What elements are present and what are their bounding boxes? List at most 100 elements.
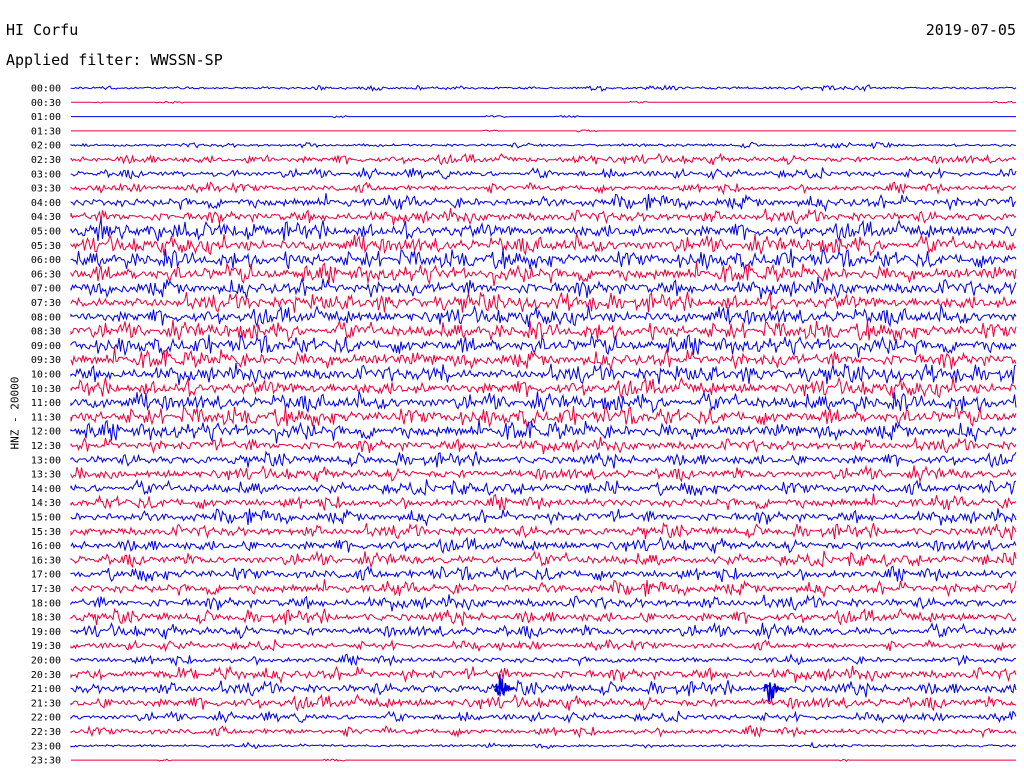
time-tick-label: 04:00	[31, 198, 61, 209]
trace-1930	[70, 638, 1017, 653]
trace-1300	[70, 450, 1017, 469]
time-tick-label: 19:30	[31, 641, 61, 652]
trace-1330	[70, 464, 1017, 483]
time-tick-label: 06:00	[31, 255, 61, 266]
time-tick-label: 06:30	[31, 269, 61, 280]
trace-1500	[70, 508, 1017, 527]
time-tick-label: 22:30	[31, 727, 61, 738]
trace-0730	[70, 291, 1017, 313]
trace-0800	[70, 304, 1017, 328]
trace-1100	[70, 390, 1017, 414]
trace-1730	[70, 579, 1017, 599]
time-tick-label: 00:30	[31, 98, 61, 109]
trace-1830	[70, 607, 1017, 626]
time-tick-label: 17:00	[31, 570, 61, 581]
trace-1800	[70, 594, 1017, 612]
time-tick-label: 12:00	[31, 427, 61, 438]
time-tick-label: 15:30	[31, 527, 61, 538]
trace-0430	[70, 208, 1017, 226]
time-tick-label: 15:00	[31, 513, 61, 524]
time-tick-label: 08:30	[31, 327, 61, 338]
trace-0900	[70, 333, 1017, 358]
station-title: HI Corfu	[6, 21, 79, 39]
time-tick-label: 02:00	[31, 141, 61, 152]
time-tick-label: 05:00	[31, 227, 61, 238]
trace-0700	[70, 277, 1017, 300]
time-tick-label: 00:00	[31, 84, 61, 95]
time-tick-label: 14:30	[31, 498, 61, 509]
time-tick-label: 13:30	[31, 470, 61, 481]
trace-0600	[70, 248, 1017, 272]
trace-0930	[70, 347, 1017, 371]
trace-0300	[70, 167, 1017, 181]
trace-1600	[70, 536, 1017, 555]
trace-0530	[70, 233, 1017, 257]
trace-0230	[70, 152, 1017, 166]
time-tick-label: 16:00	[31, 541, 61, 552]
time-tick-label: 21:00	[31, 684, 61, 695]
time-tick-label: 04:30	[31, 212, 61, 223]
trace-1030	[70, 376, 1017, 400]
time-tick-label: 11:00	[31, 398, 61, 409]
time-tick-label: 18:00	[31, 598, 61, 609]
trace-1530	[70, 521, 1017, 541]
trace-1430	[70, 493, 1017, 511]
time-tick-label: 07:30	[31, 298, 61, 309]
time-tick-label: 01:30	[31, 126, 61, 137]
time-tick-label: 07:00	[31, 284, 61, 295]
filter-label: Applied filter: WWSSN-SP	[6, 51, 223, 69]
time-tick-label: 13:00	[31, 455, 61, 466]
trace-1230	[70, 436, 1017, 455]
trace-2130	[70, 693, 1017, 712]
time-tick-label: 03:30	[31, 184, 61, 195]
trace-1900	[70, 621, 1017, 641]
trace-2100	[70, 679, 1017, 698]
time-tick-label: 09:00	[31, 341, 61, 352]
time-tick-label: 11:30	[31, 412, 61, 423]
time-tick-label: 18:30	[31, 613, 61, 624]
time-tick-label: 05:30	[31, 241, 61, 252]
time-tick-label: 16:30	[31, 555, 61, 566]
time-tick-label: 21:30	[31, 698, 61, 709]
time-tick-label: 20:30	[31, 670, 61, 681]
trace-0030	[71, 100, 1017, 104]
time-tick-label: 03:00	[31, 169, 61, 180]
trace-0100	[71, 114, 1016, 119]
time-tick-label: 12:30	[31, 441, 61, 452]
trace-1200	[70, 419, 1017, 444]
date-label: 2019-07-05	[925, 21, 1016, 39]
trace-0830	[70, 319, 1017, 343]
event-marker	[494, 674, 515, 697]
time-tick-label: 09:30	[31, 355, 61, 366]
trace-0130	[71, 129, 1016, 133]
trace-1630	[70, 550, 1017, 569]
event-marker	[763, 682, 785, 702]
time-tick-label: 17:30	[31, 584, 61, 595]
trace-0400	[70, 193, 1017, 213]
trace-0630	[70, 261, 1017, 287]
time-tick-label: 10:30	[31, 384, 61, 395]
trace-2200	[70, 710, 1017, 724]
time-tick-label: 10:00	[31, 370, 61, 381]
trace-1130	[70, 405, 1017, 429]
time-tick-label: 02:30	[31, 155, 61, 166]
trace-0500	[70, 218, 1017, 243]
trace-1000	[70, 362, 1017, 386]
time-tick-label: 22:00	[31, 713, 61, 724]
time-tick-label: 19:00	[31, 627, 61, 638]
trace-1400	[70, 479, 1017, 497]
trace-2330	[71, 758, 1016, 762]
trace-1700	[70, 565, 1017, 583]
time-tick-label: 01:00	[31, 112, 61, 123]
trace-2300	[70, 741, 1017, 750]
time-tick-label: 23:30	[31, 756, 61, 767]
time-tick-label: 08:00	[31, 312, 61, 323]
trace-2000	[70, 653, 1017, 668]
trace-2030	[70, 665, 1017, 685]
trace-0200	[70, 141, 1016, 150]
trace-0000	[70, 84, 1017, 93]
time-tick-label: 20:00	[31, 656, 61, 667]
trace-0330	[70, 181, 1017, 196]
trace-2230	[70, 724, 1017, 739]
